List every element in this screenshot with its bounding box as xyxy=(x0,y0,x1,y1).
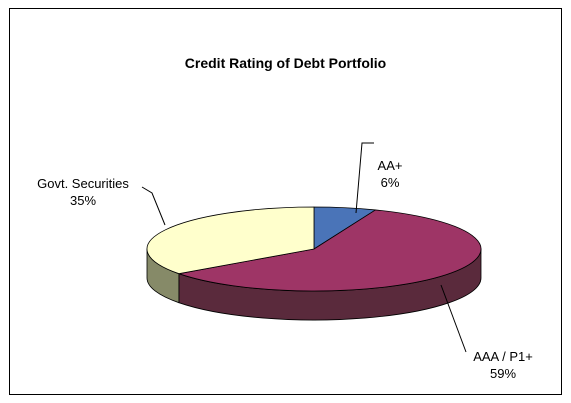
data-label-aaa-p1-plus-name: AAA / P1+ xyxy=(473,349,533,364)
data-label-govt-securities-name: Govt. Securities xyxy=(37,176,129,191)
chart-area xyxy=(9,8,562,395)
pie-slice-aaa-p1 xyxy=(178,209,482,292)
data-label-aa-plus-value: 6% xyxy=(380,175,400,190)
leader-line-aa xyxy=(355,142,374,214)
data-label-govt-securities: Govt. Securities 35% xyxy=(18,175,148,209)
leader-line-aaa-p1 xyxy=(440,284,467,353)
data-label-aaa-p1-plus: AAA / P1+ 59% xyxy=(463,348,543,382)
chart-title: Credit Rating of Debt Portfolio xyxy=(184,55,387,71)
data-label-aa-plus-name: AA+ xyxy=(377,158,403,173)
leader-line-govt-securities xyxy=(141,186,166,226)
pie-slice-govt-securities xyxy=(146,206,315,275)
data-label-aaa-p1-plus-value: 59% xyxy=(489,366,517,381)
data-label-govt-securities-value: 35% xyxy=(69,193,97,208)
data-label-aa-plus: AA+ 6% xyxy=(360,157,420,191)
